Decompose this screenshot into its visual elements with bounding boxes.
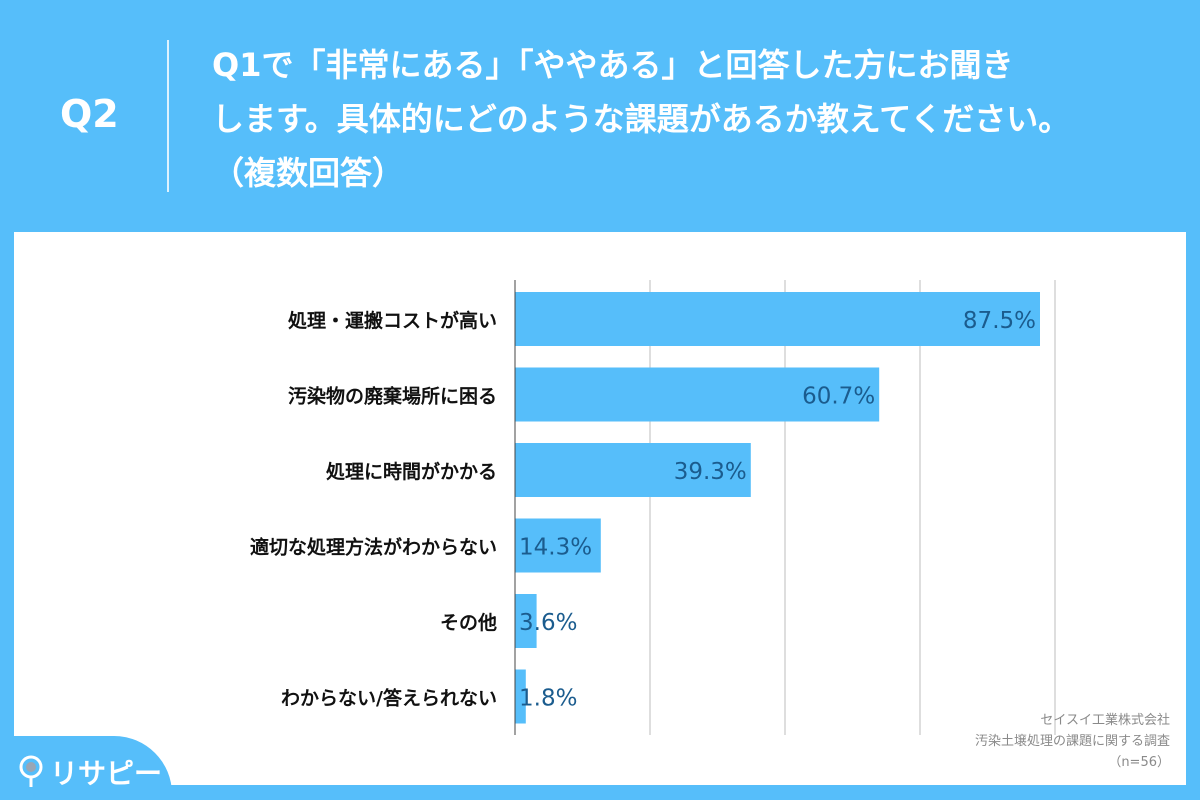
- category-label: 適切な処理方法がわからない: [250, 536, 497, 559]
- category-label: その他: [440, 611, 497, 634]
- header-divider: [167, 40, 169, 192]
- question-line: します。具体的にどのような課題があるか教えてください。: [212, 100, 1071, 138]
- bar: [515, 367, 880, 422]
- data-label: 3.6%: [519, 610, 577, 636]
- category-label: わからない/答えられない: [281, 687, 497, 710]
- logo: リサピー: [18, 752, 162, 792]
- bar: [515, 518, 601, 573]
- bar: [515, 669, 526, 724]
- data-label: 39.3%: [674, 459, 747, 485]
- pin-icon: [19, 755, 43, 787]
- bar: [515, 594, 537, 648]
- source-company: セイスイ工業株式会社: [1040, 713, 1170, 728]
- category-label: 汚染物の廃棄場所に困る: [288, 385, 497, 408]
- data-label: 87.5%: [963, 308, 1036, 334]
- source-note: セイスイ工業株式会社 汚染土壌処理の課題に関する調査 （n=56）: [975, 710, 1170, 773]
- question-line: Q1で「非常にある」「ややある」と回答した方にお聞き: [212, 46, 1014, 84]
- bar: [515, 292, 1040, 346]
- source-survey: 汚染土壌処理の課題に関する調査: [974, 734, 1170, 749]
- data-label: 60.7%: [802, 384, 875, 410]
- bar-chart: 処理・運搬コストが高い 87.5% 汚染物の廃棄場所に困る 60.7% 処理に時間がかか…: [250, 280, 1056, 735]
- sample-size: （n=56）: [1108, 755, 1170, 770]
- question-text: Q1で「非常にある」「ややある」と回答した方にお聞き します。具体的にどのような…: [212, 38, 1172, 200]
- chart-panel: 処理・運搬コストが高い 87.5% 汚染物の廃棄場所に困る 60.7% 処理に時間がかか…: [14, 232, 1186, 785]
- data-label: 1.8%: [519, 686, 577, 712]
- category-label: 処理・運搬コストが高い: [288, 309, 497, 332]
- logo-text: リサピー: [50, 757, 163, 790]
- question-line: （複数回答）: [212, 154, 405, 192]
- bar: [515, 443, 751, 497]
- category-label: 処理に時間がかかる: [326, 460, 497, 483]
- data-label: 14.3%: [519, 535, 592, 561]
- question-number: Q2: [60, 92, 119, 136]
